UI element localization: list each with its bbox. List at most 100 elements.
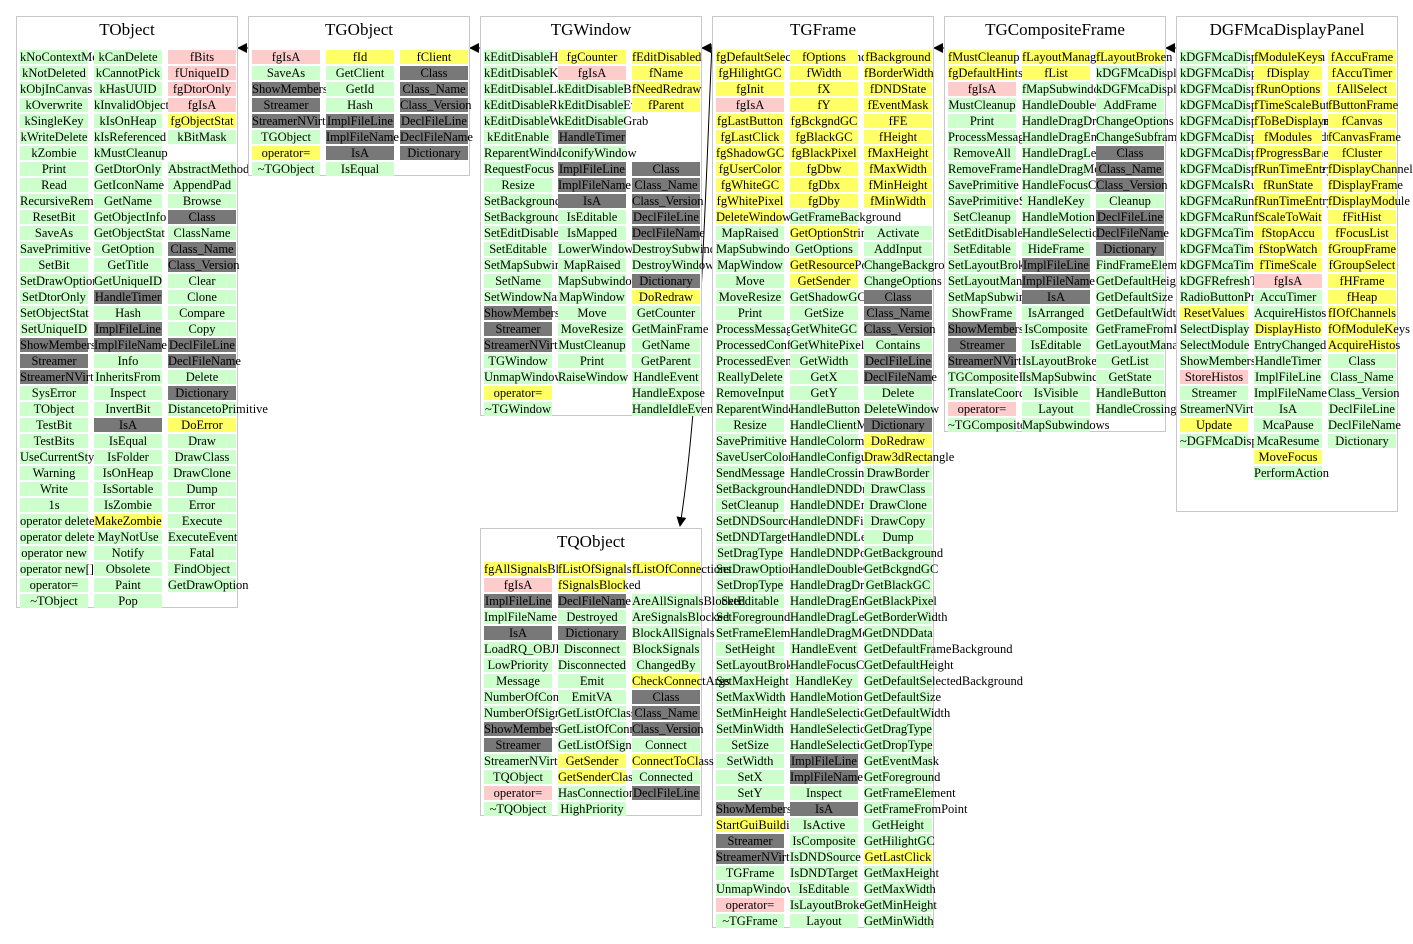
member-cell: fHeap [1328, 290, 1396, 304]
member-cell: HandleCrossing [1096, 402, 1177, 416]
member-cell: ShowMembers [484, 306, 560, 320]
member-cell: GetHeight [864, 818, 932, 832]
member-cell: BlockSignals [632, 642, 700, 656]
member-cell: GetBorderWidth [864, 610, 948, 624]
class-title: TGWindow [550, 20, 632, 39]
member-cell: fOfModuleKeys [1328, 322, 1410, 336]
member-cell: fToBeDisplayed [1254, 114, 1336, 128]
member-cell: DisplayHisto [1254, 322, 1322, 336]
member-cell: GetShadowGC [790, 290, 866, 304]
member-cell: DrawClass [168, 450, 236, 464]
member-cell: fgWhiteGC [716, 178, 784, 192]
member-cell: Class_Name [632, 706, 700, 720]
member-cell: GetListOfSignals [558, 738, 646, 752]
member-cell: HandleKey [790, 674, 858, 688]
member-cell: HandleExpose [632, 386, 705, 400]
member-cell: DeclFileName [1096, 226, 1169, 240]
member-cell: fMustCleanup [948, 50, 1020, 64]
member-cell: TGObject [252, 130, 320, 144]
member-cell: ProcessMessage [948, 130, 1030, 144]
member-cell: DoRedraw [864, 434, 932, 448]
member-cell: HasConnection [558, 786, 636, 800]
member-cell: fgIsA [948, 82, 1016, 96]
member-cell: SetObjectStat [20, 306, 89, 320]
class-title: TGObject [325, 20, 393, 39]
member-cell: operator new[] [20, 562, 94, 576]
member-cell: SetCleanup [948, 210, 1016, 224]
member-cell: fRunTimeEntry2 [1254, 194, 1339, 208]
member-cell: ImplFileLine [558, 162, 626, 176]
member-cell: Resize [716, 418, 784, 432]
member-cell: operator delete[] [20, 530, 103, 544]
member-cell: IsLayoutBroken [790, 898, 872, 912]
member-cell: HandleButton [790, 402, 861, 416]
member-cell: fCanvasFrame [1328, 130, 1401, 144]
member-cell: kDGFMcaDisplayTimeScale [1180, 162, 1326, 176]
member-cell: fgBlackGC [790, 130, 858, 144]
member-cell: TranslateCoordinates [948, 386, 1055, 400]
class-title: TQObject [557, 532, 625, 551]
member-cell: fY [790, 98, 858, 112]
member-cell: DeclFileLine [632, 786, 700, 800]
member-cell: GetDNDData [864, 626, 933, 640]
member-cell: fBackground [864, 50, 932, 64]
member-cell: ResetBit [20, 210, 88, 224]
member-cell: SetEditable [948, 242, 1016, 256]
member-cell: GetY [790, 386, 858, 400]
member-cell: IsDNDSource [790, 850, 861, 864]
member-cell: IsA [326, 146, 394, 160]
member-cell: fAllSelect [1328, 82, 1396, 96]
member-cell: fUniqueID [168, 66, 236, 80]
member-cell: fProgressBar [1254, 146, 1322, 160]
member-cell: GetOptions [790, 242, 858, 256]
member-cell: TestBit [20, 418, 88, 432]
member-cell: SetMaxWidth [716, 690, 786, 704]
member-cell: SendMessage [716, 466, 785, 480]
member-cell: HandleDragEnter [1022, 130, 1111, 144]
member-cell: GetDefaultHeight [864, 658, 954, 672]
member-cell: GetListOfConnections [558, 722, 672, 736]
member-cell: fModuleKeys [1254, 50, 1323, 64]
member-cell: operator= [20, 578, 88, 592]
member-cell: InvertBit [94, 402, 162, 416]
member-cell: Class [1328, 354, 1396, 368]
member-cell: Move [558, 306, 626, 320]
member-cell: Cleanup [1096, 194, 1164, 208]
member-cell: fgAllSignalsBlocked [484, 562, 589, 576]
member-cell: Disconnected [558, 658, 627, 672]
member-cell: CheckConnectArgs [632, 674, 730, 688]
member-cell: Fatal [168, 546, 236, 560]
member-cell: ConnectToClass [632, 754, 714, 768]
member-cell: SetEditDisabled [484, 226, 566, 240]
member-cell: DoRedraw [632, 290, 700, 304]
member-cell: Emit [558, 674, 626, 688]
member-cell: kEditDisableGrab [558, 114, 649, 128]
member-cell: Class [632, 690, 700, 704]
member-cell: Class [632, 162, 700, 176]
member-cell: kDGFMcaDisplayRefresh [1180, 66, 1312, 80]
member-cell: HandleEvent [790, 642, 858, 656]
member-cell: InheritsFrom [94, 370, 162, 384]
member-cell: fWidth [790, 66, 858, 80]
member-cell: DeclFileName [864, 370, 937, 384]
member-cell: GetIconName [94, 178, 165, 192]
member-cell: fLayoutBroken [1096, 50, 1173, 64]
member-cell: LowerWindow [558, 242, 634, 256]
member-cell: fLayoutManager [1022, 50, 1106, 64]
member-cell: fGroupFrame [1328, 242, 1397, 256]
member-cell: DrawCopy [864, 514, 932, 528]
member-cell: SetEditable [716, 594, 784, 608]
member-cell: GetLayoutManager [1096, 338, 1194, 352]
member-cell: operator delete [20, 514, 95, 528]
member-cell: kOverwrite [20, 98, 88, 112]
member-cell: GetMinHeight [864, 898, 937, 912]
member-cell: ImplFileLine [94, 322, 162, 336]
member-cell: fDisplayModule [1328, 194, 1410, 208]
member-cell: ReparentWindow [716, 402, 804, 416]
member-cell: Print [948, 114, 1016, 128]
member-cell: EmitVA [558, 690, 626, 704]
member-cell: fgShadowGC [716, 146, 785, 160]
member-cell: fCluster [1328, 146, 1396, 160]
member-cell: fMinWidth [864, 194, 932, 208]
member-cell: AreSignalsBlocked [632, 610, 730, 624]
